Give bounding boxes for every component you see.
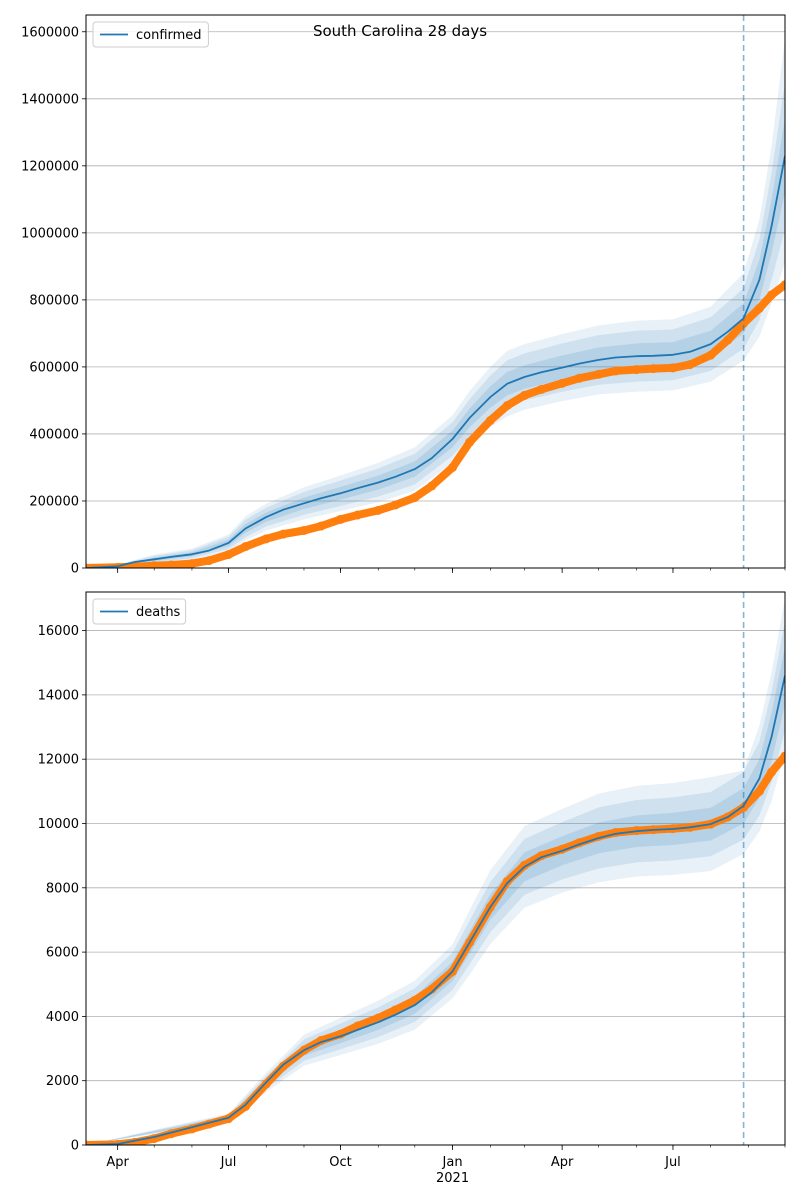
observed-point xyxy=(767,290,777,300)
observed-point xyxy=(648,364,658,374)
legend-box xyxy=(92,598,187,625)
observed-point xyxy=(594,369,604,379)
figure-title: South Carolina 28 days xyxy=(312,22,488,40)
uncertainty-band xyxy=(86,646,785,1145)
observed-point xyxy=(261,534,271,544)
chart-panel-deaths: 0 2000 4000 6000 8000 10000 12000 14000 16000 Apr… xyxy=(38,591,786,1186)
y-tick-label: 1400000 xyxy=(21,92,79,107)
legend-label: deaths xyxy=(136,605,181,620)
x-tick-label: Jul xyxy=(664,1155,681,1170)
y-tick-label: 4000 xyxy=(46,1010,79,1025)
observed-point xyxy=(261,1079,271,1089)
uncertainty-band xyxy=(86,598,785,1145)
y-tick-label: 1000000 xyxy=(21,226,79,241)
y-tick-label: 1200000 xyxy=(21,159,79,174)
observed-point xyxy=(299,525,309,535)
y-tick-label: 2000 xyxy=(46,1074,79,1089)
y-tick-label: 1600000 xyxy=(21,25,79,40)
y-tick-label: 800000 xyxy=(29,293,79,308)
observed-point xyxy=(149,561,159,568)
model-line xyxy=(86,155,785,568)
observed-point xyxy=(611,366,621,376)
model-line xyxy=(86,675,785,1145)
axes-frame xyxy=(85,14,786,569)
observed-point xyxy=(373,1013,383,1023)
observed-point xyxy=(485,416,495,426)
axes-frame xyxy=(85,591,786,1146)
x-tick-label: Apr xyxy=(106,1155,129,1170)
observed-point xyxy=(519,390,529,400)
plot-area xyxy=(86,15,785,568)
observed-point xyxy=(166,560,176,568)
observed-point xyxy=(519,860,529,870)
observed-point xyxy=(427,984,437,994)
observed-point xyxy=(502,400,512,410)
observed-point xyxy=(723,335,733,345)
legend: confirmed xyxy=(92,21,209,48)
observed-point xyxy=(754,303,764,313)
observed-point xyxy=(241,1101,251,1111)
observed-point xyxy=(767,767,777,777)
observed-point xyxy=(390,500,400,510)
observed-point xyxy=(130,562,140,568)
y-tick-label: 400000 xyxy=(29,427,79,442)
observed-point xyxy=(631,365,641,375)
y-tick-label: 12000 xyxy=(38,753,79,768)
legend: deaths xyxy=(92,598,187,625)
chart-panel-confirmed: 0 200000 400000 600000 800000 1000000 1200000 1… xyxy=(21,14,786,577)
observed-point xyxy=(204,556,214,566)
observed-point xyxy=(685,360,695,370)
uncertainty-band xyxy=(86,620,785,1145)
observed-point xyxy=(754,786,764,796)
x-tick-sublabel: 2021 xyxy=(436,1171,469,1186)
observed-point xyxy=(574,373,584,383)
y-tick-label: 16000 xyxy=(38,624,79,639)
observed-point xyxy=(465,437,475,447)
y-tick-label: 6000 xyxy=(46,946,79,961)
plot-area xyxy=(86,592,785,1145)
y-tick-label: 14000 xyxy=(38,688,79,703)
x-tick-label: Jan xyxy=(442,1155,463,1170)
observed-point xyxy=(427,481,437,491)
y-tick-label: 10000 xyxy=(38,817,79,832)
observed-point xyxy=(86,563,91,568)
observed-point xyxy=(373,505,383,515)
x-tick-label: Jul xyxy=(220,1155,237,1170)
observed-point xyxy=(316,521,326,531)
observed-point xyxy=(780,280,785,290)
y-tick-label: 600000 xyxy=(29,360,79,375)
y-tick-label: 200000 xyxy=(29,494,79,509)
observed-point xyxy=(390,1005,400,1015)
observed-point xyxy=(410,493,420,503)
observed-point xyxy=(611,827,621,837)
observed-point xyxy=(448,462,458,472)
observed-point xyxy=(668,363,678,373)
observed-point xyxy=(223,550,233,560)
observed-point xyxy=(780,751,785,761)
y-tick-label: 0 xyxy=(71,1139,79,1154)
observed-point xyxy=(557,378,567,388)
observed-point xyxy=(706,350,716,360)
uncertainty-band xyxy=(86,118,785,568)
observed-point xyxy=(187,559,197,568)
uncertainty-band xyxy=(86,38,785,568)
observed-point xyxy=(336,514,346,524)
legend-label: confirmed xyxy=(136,28,202,43)
observed-point xyxy=(502,876,512,886)
observed-point xyxy=(536,384,546,394)
x-tick-label: Apr xyxy=(551,1155,574,1170)
x-tick-label: Oct xyxy=(329,1155,351,1170)
y-tick-label: 0 xyxy=(71,562,79,577)
observed-point xyxy=(278,529,288,539)
legend-box xyxy=(92,21,209,48)
y-tick-label: 8000 xyxy=(46,881,79,896)
observed-point xyxy=(241,542,251,552)
observed-point xyxy=(353,510,363,520)
observed-point xyxy=(86,1140,91,1145)
